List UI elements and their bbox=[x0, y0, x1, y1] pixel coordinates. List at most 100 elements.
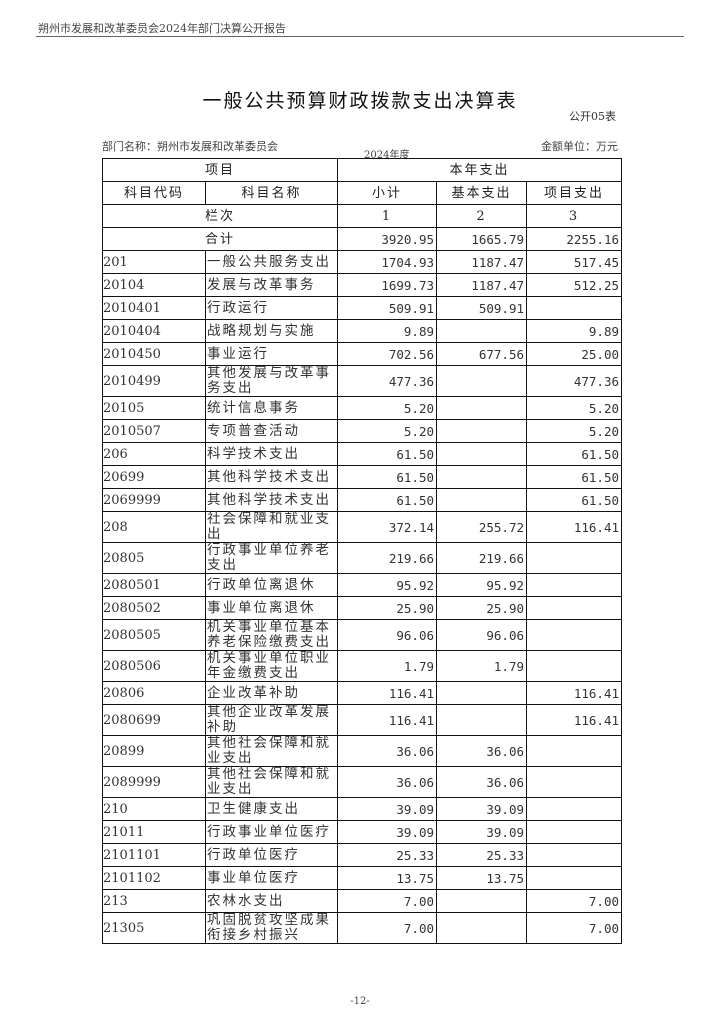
amount-unit: 金额单位：万元 bbox=[541, 140, 618, 153]
cell-name: 社会保障和就业支出 bbox=[204, 511, 339, 543]
cell-subtotal: 372.14 bbox=[337, 511, 438, 543]
cell-name: 事业运行 bbox=[204, 342, 339, 366]
cell-subtotal: 509.91 bbox=[337, 296, 438, 320]
cell-subtotal: 61.50 bbox=[337, 488, 438, 512]
cell-project bbox=[526, 296, 623, 320]
table-row: 2069999 其他科学技术支出 61.50 61.50 bbox=[102, 488, 623, 512]
table-row: 2010450 事业运行 702.56 677.56 25.00 bbox=[102, 342, 623, 366]
cell-name: 其他社会保障和就业支出 bbox=[204, 735, 339, 767]
cell-project: 517.45 bbox=[526, 250, 623, 274]
department-name: 部门名称：朔州市发展和改革委员会 bbox=[102, 140, 278, 153]
cell-name: 科学技术支出 bbox=[204, 442, 339, 466]
cell-code: 2010450 bbox=[102, 342, 206, 366]
cell-basic: 36.06 bbox=[436, 766, 528, 798]
cell-project: 25.00 bbox=[526, 342, 623, 366]
cell-subtotal: 116.41 bbox=[337, 704, 438, 736]
cell-code: 2010499 bbox=[102, 365, 206, 397]
cell-code: 210 bbox=[102, 797, 206, 821]
cell-basic: 1187.47 bbox=[436, 273, 528, 297]
cell-basic: 509.91 bbox=[436, 296, 528, 320]
cell-project: 116.41 bbox=[526, 704, 623, 736]
cell-subtotal: 1.79 bbox=[337, 650, 438, 682]
cell-code: 2010404 bbox=[102, 319, 206, 343]
cell-code: 2089999 bbox=[102, 766, 206, 798]
cell-project: 116.41 bbox=[526, 681, 623, 705]
cell-subtotal: 702.56 bbox=[337, 342, 438, 366]
cell-name: 其他科学技术支出 bbox=[204, 465, 339, 489]
cell-subtotal: 7.00 bbox=[337, 889, 438, 913]
cell-project: 477.36 bbox=[526, 365, 623, 397]
cell-name: 事业单位医疗 bbox=[204, 866, 339, 890]
cell-project bbox=[526, 797, 623, 821]
column-number-row: 栏次 1 2 3 bbox=[101, 204, 623, 228]
cell-name: 其他科学技术支出 bbox=[204, 488, 339, 512]
cell-basic: 1.79 bbox=[436, 650, 528, 682]
cell-code: 20699 bbox=[102, 465, 206, 489]
table-row: 21011 行政事业单位医疗 39.09 39.09 bbox=[102, 820, 623, 844]
expenditure-table: 项目 本年支出 科目代码 科目名称 小计 基本支出 项目支出 栏次 1 2 3 合计 3920.9… bbox=[101, 158, 623, 944]
table-row: 2101101 行政单位医疗 25.33 25.33 bbox=[102, 843, 623, 867]
cell-code: 20806 bbox=[102, 681, 206, 705]
total-basic: 1665.79 bbox=[436, 227, 528, 251]
cell-project bbox=[526, 843, 623, 867]
cell-name: 其他发展与改革事务支出 bbox=[204, 365, 339, 397]
cell-name: 行政事业单位医疗 bbox=[204, 820, 339, 844]
column-1: 1 bbox=[337, 204, 438, 228]
table-row: 2010507 专项普查活动 5.20 5.20 bbox=[102, 419, 623, 443]
cell-subtotal: 39.09 bbox=[337, 797, 438, 821]
cell-subtotal: 9.89 bbox=[337, 319, 438, 343]
cell-project bbox=[526, 619, 623, 651]
cell-project: 61.50 bbox=[526, 465, 623, 489]
cell-subtotal: 5.20 bbox=[337, 419, 438, 443]
header-project: 项目支出 bbox=[526, 181, 623, 205]
table-row: 21305 巩固脱贫攻坚成果衔接乡村振兴 7.00 7.00 bbox=[102, 912, 623, 944]
total-row: 合计 3920.95 1665.79 2255.16 bbox=[101, 227, 623, 251]
cell-project bbox=[526, 650, 623, 682]
cell-project bbox=[526, 542, 623, 574]
table-row: 20899 其他社会保障和就业支出 36.06 36.06 bbox=[102, 735, 623, 767]
cell-basic bbox=[436, 912, 528, 944]
cell-name: 专项普查活动 bbox=[204, 419, 339, 443]
cell-project: 116.41 bbox=[526, 511, 623, 543]
cell-project: 5.20 bbox=[526, 419, 623, 443]
table-row: 2010401 行政运行 509.91 509.91 bbox=[102, 296, 623, 320]
cell-subtotal: 13.75 bbox=[337, 866, 438, 890]
table-row: 213 农林水支出 7.00 7.00 bbox=[102, 889, 623, 913]
cell-subtotal: 116.41 bbox=[337, 681, 438, 705]
page-number: -12- bbox=[350, 996, 370, 1007]
header-item: 项目 bbox=[101, 158, 339, 182]
cell-project bbox=[526, 820, 623, 844]
cell-project: 7.00 bbox=[526, 912, 623, 944]
column-3: 3 bbox=[526, 204, 623, 228]
form-number: 公开05表 bbox=[569, 110, 616, 123]
cell-project bbox=[526, 596, 623, 620]
cell-basic: 95.92 bbox=[436, 573, 528, 597]
table-row: 2010499 其他发展与改革事务支出 477.36 477.36 bbox=[102, 365, 623, 397]
cell-name: 行政单位医疗 bbox=[204, 843, 339, 867]
cell-basic: 25.90 bbox=[436, 596, 528, 620]
cell-basic bbox=[436, 488, 528, 512]
cell-name: 卫生健康支出 bbox=[204, 797, 339, 821]
cell-name: 发展与改革事务 bbox=[204, 273, 339, 297]
cell-project: 5.20 bbox=[526, 396, 623, 420]
cell-code: 2080699 bbox=[102, 704, 206, 736]
total-project: 2255.16 bbox=[526, 227, 623, 251]
cell-name: 机关事业单位职业年金缴费支出 bbox=[204, 650, 339, 682]
cell-name: 一般公共服务支出 bbox=[204, 250, 339, 274]
table-row: 201 一般公共服务支出 1704.93 1187.47 517.45 bbox=[102, 250, 623, 274]
cell-basic bbox=[436, 442, 528, 466]
cell-subtotal: 7.00 bbox=[337, 912, 438, 944]
header-subtotal: 小计 bbox=[337, 181, 438, 205]
cell-code: 2080502 bbox=[102, 596, 206, 620]
cell-name: 机关事业单位基本养老保险缴费支出 bbox=[204, 619, 339, 651]
total-label: 合计 bbox=[101, 227, 339, 251]
cell-subtotal: 5.20 bbox=[337, 396, 438, 420]
cell-project bbox=[526, 766, 623, 798]
cell-basic bbox=[436, 681, 528, 705]
cell-basic: 25.33 bbox=[436, 843, 528, 867]
header-basic: 基本支出 bbox=[436, 181, 528, 205]
cell-project: 512.25 bbox=[526, 273, 623, 297]
cell-subtotal: 36.06 bbox=[337, 735, 438, 767]
header-row-1: 项目 本年支出 bbox=[101, 158, 623, 182]
cell-project: 61.50 bbox=[526, 488, 623, 512]
